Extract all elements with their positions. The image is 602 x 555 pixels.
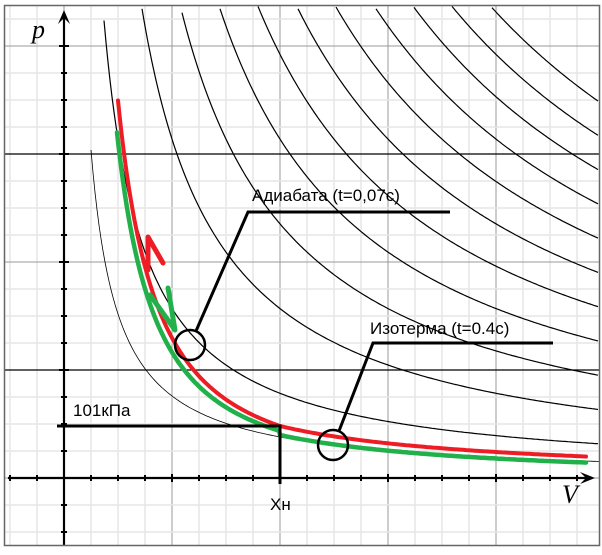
frame <box>3 4 601 547</box>
isotherm-curve <box>375 8 599 205</box>
adiabat-leader-line <box>194 210 450 332</box>
isotherm-curve <box>219 8 599 342</box>
adiabat-marker-circle <box>173 328 207 362</box>
isotherm-leader-line <box>337 341 553 432</box>
red-arrow-up-icon <box>145 234 166 273</box>
isotherm-curve <box>141 8 599 411</box>
y-axis-label: p <box>30 15 45 44</box>
pressure-label: 101кПа <box>73 401 131 420</box>
isotherm-curve <box>491 7 599 102</box>
isotherm-curve <box>451 6 599 136</box>
isotherm-curve <box>413 7 599 171</box>
isotherm-label: Изотерма (t=0.4с) <box>370 319 509 338</box>
isotherm-curve <box>257 6 599 308</box>
isotherm-marker-circle <box>316 428 350 462</box>
isotherm-curve <box>103 20 599 445</box>
isotherm-curve <box>181 12 599 376</box>
adiabat-label: Адиабата (t=0,07с) <box>252 186 400 205</box>
x-axis-arrow-icon <box>580 472 595 484</box>
process-curves <box>114 98 589 465</box>
axes <box>8 10 595 545</box>
pressure-guide-line <box>57 424 282 484</box>
red-curve <box>116 98 588 459</box>
volume-label: Xн <box>270 495 291 514</box>
x-axis-label: V <box>562 480 581 509</box>
isotherm-curve <box>297 8 599 273</box>
green-arrow-down-icon <box>147 285 178 333</box>
green-curve <box>114 130 589 465</box>
y-axis-arrow-icon <box>58 10 70 24</box>
isotherm-curve <box>335 6 599 239</box>
annotation-marks <box>57 210 553 484</box>
grid <box>5 6 599 545</box>
